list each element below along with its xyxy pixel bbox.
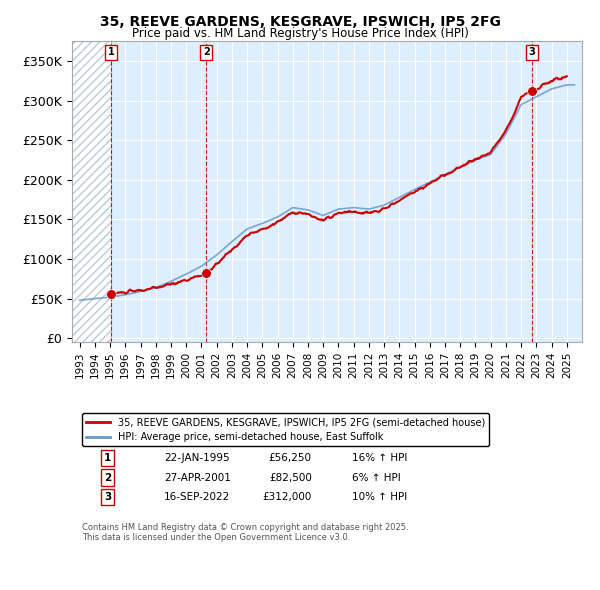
Legend: 35, REEVE GARDENS, KESGRAVE, IPSWICH, IP5 2FG (semi-detached house), HPI: Averag: 35, REEVE GARDENS, KESGRAVE, IPSWICH, IP…	[82, 413, 489, 446]
Bar	[72, 41, 111, 342]
Text: 3: 3	[104, 492, 112, 502]
Text: 35, REEVE GARDENS, KESGRAVE, IPSWICH, IP5 2FG: 35, REEVE GARDENS, KESGRAVE, IPSWICH, IP…	[100, 15, 500, 29]
Bar	[72, 41, 111, 342]
Text: £56,250: £56,250	[269, 453, 312, 463]
Text: 10% ↑ HPI: 10% ↑ HPI	[353, 492, 408, 502]
Text: 2: 2	[104, 473, 112, 483]
Text: 27-APR-2001: 27-APR-2001	[164, 473, 230, 483]
Text: 1: 1	[108, 47, 115, 57]
Text: 2: 2	[203, 47, 209, 57]
Text: Price paid vs. HM Land Registry's House Price Index (HPI): Price paid vs. HM Land Registry's House …	[131, 27, 469, 40]
Text: £82,500: £82,500	[269, 473, 312, 483]
Text: £312,000: £312,000	[262, 492, 312, 502]
Text: 3: 3	[529, 47, 535, 57]
Text: 16% ↑ HPI: 16% ↑ HPI	[353, 453, 408, 463]
Text: 22-JAN-1995: 22-JAN-1995	[164, 453, 229, 463]
Text: 1: 1	[104, 453, 112, 463]
Text: 6% ↑ HPI: 6% ↑ HPI	[353, 473, 401, 483]
Text: 16-SEP-2022: 16-SEP-2022	[164, 492, 230, 502]
Text: Contains HM Land Registry data © Crown copyright and database right 2025.
This d: Contains HM Land Registry data © Crown c…	[82, 523, 409, 542]
